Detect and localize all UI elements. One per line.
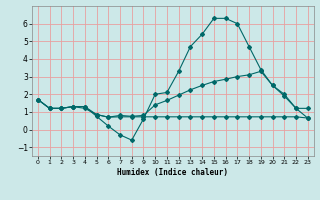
X-axis label: Humidex (Indice chaleur): Humidex (Indice chaleur)	[117, 168, 228, 177]
